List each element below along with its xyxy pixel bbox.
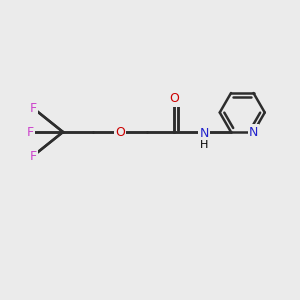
Text: F: F [26,125,34,139]
Text: N: N [199,127,209,140]
Text: O: O [169,92,179,106]
Text: F: F [29,149,37,163]
Text: F: F [29,101,37,115]
Text: H: H [200,140,208,150]
Text: N: N [249,125,258,139]
Text: O: O [115,125,125,139]
